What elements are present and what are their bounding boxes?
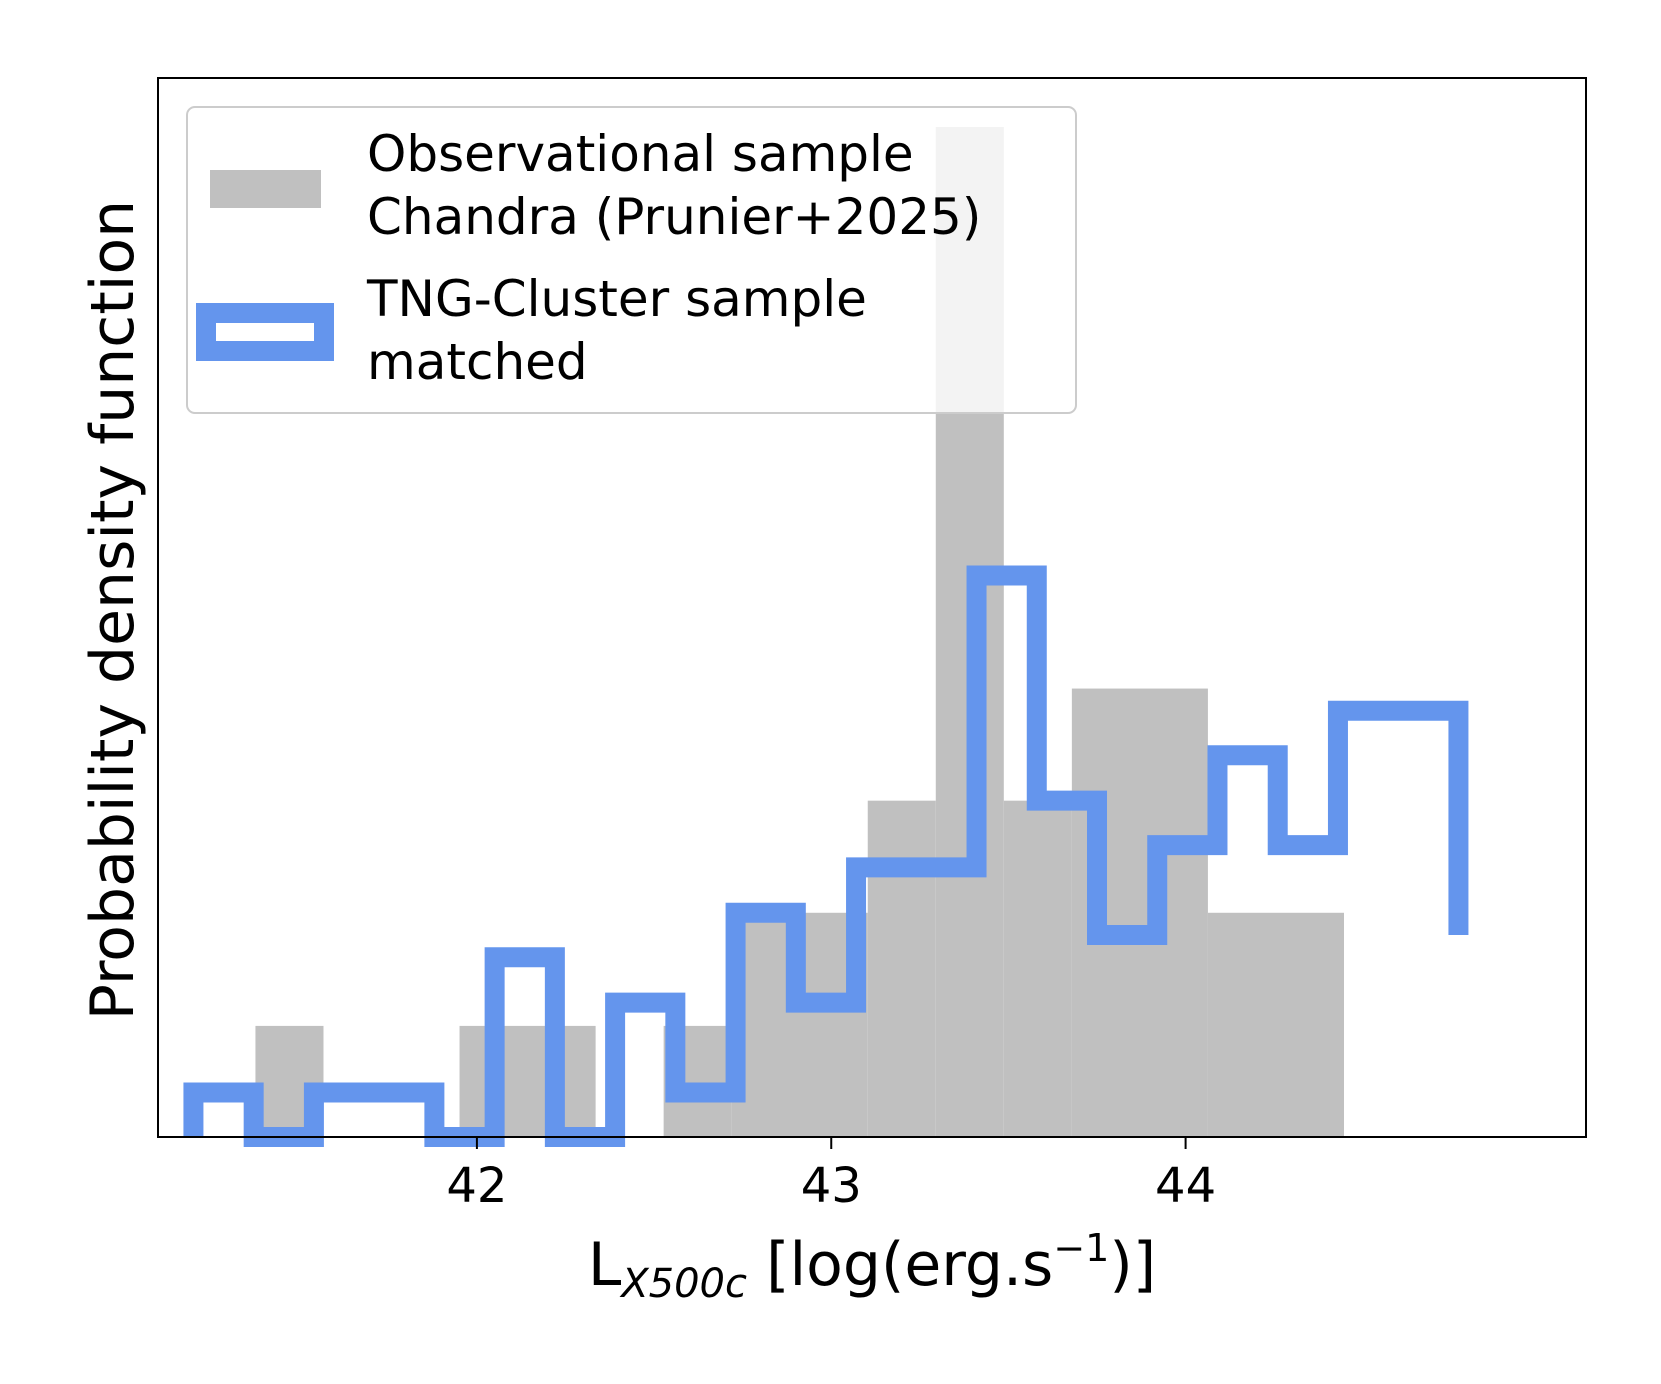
plot-frame	[157, 77, 1587, 1138]
legend-label-tng-line2: matched	[367, 333, 588, 391]
tng-step-line	[183, 565, 1469, 1147]
legend-label-observational-line2: Chandra (Prunier+2025)	[367, 188, 981, 246]
legend-box	[186, 106, 1077, 414]
x-axis-ticks: 42 43 44	[446, 1137, 1216, 1214]
observational-bar-10	[1207, 912, 1344, 1137]
legend-label-tng-line1: TNG-Cluster sample	[366, 270, 867, 328]
observational-bar-2	[459, 1025, 596, 1137]
x-tick-label-44: 44	[1155, 1158, 1216, 1214]
x-axis-label: LX500c [log(erg.s−1)]	[588, 1226, 1156, 1307]
legend-swatch-observational	[210, 170, 321, 208]
legend: Observational sample Chandra (Prunier+20…	[186, 106, 1077, 414]
legend-swatch-tng	[196, 303, 334, 361]
observational-bars	[255, 127, 1344, 1137]
legend-label-observational-line1: Observational sample	[367, 125, 914, 183]
x-tick-label-43: 43	[801, 1158, 862, 1214]
observational-bar-8	[1003, 800, 1072, 1137]
tng-step-series	[183, 565, 1469, 1147]
observational-bar-6	[867, 800, 936, 1137]
y-axis-label: Probability density function	[78, 200, 148, 1020]
x-tick-label-42: 42	[446, 1158, 507, 1214]
